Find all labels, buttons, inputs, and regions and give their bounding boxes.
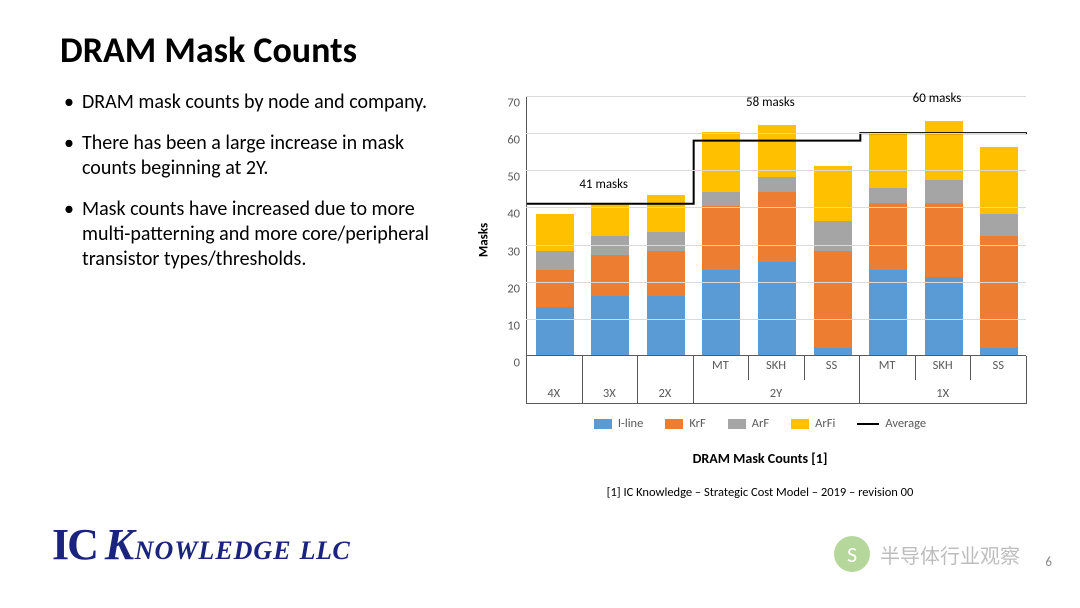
slide-number: 6 — [1045, 555, 1052, 570]
y-tick-label: 70 — [480, 96, 526, 111]
legend: I-line KrF ArF ArFi Average — [480, 416, 1040, 431]
slide-title: DRAM Mask Counts — [60, 28, 1040, 72]
category-separator — [915, 356, 916, 380]
category-axis: MT SKH SS MT SKH SS — [526, 358, 1026, 382]
chart-citation: [1] IC Knowledge – Strategic Cost Model … — [480, 485, 1040, 500]
annotation-label: 60 masks — [913, 91, 962, 106]
bullet-item: DRAM mask counts by node and company. — [60, 90, 430, 115]
category-label: SS — [992, 358, 1004, 373]
group-separator — [582, 356, 583, 404]
slide: DRAM Mask Counts DRAM mask counts by nod… — [0, 0, 1080, 608]
group-label: 4X — [547, 386, 560, 401]
legend-swatch — [594, 419, 612, 429]
gridline — [526, 282, 1026, 283]
category-label: MT — [879, 358, 896, 373]
category-label: SKH — [933, 358, 953, 373]
group-separator — [637, 356, 638, 404]
annotation-label: 41 masks — [579, 177, 628, 192]
y-tick-label: 10 — [480, 318, 526, 333]
chart-zone: Masks MTSKHSSMTSKHSS 4X3X2X2Y1X I-lineKr… — [440, 90, 1040, 390]
logo-rest: NOWLEDGE — [135, 536, 292, 565]
category-separator — [748, 356, 749, 380]
category-separator — [970, 356, 971, 380]
watermark-text: 半导体行业观察 — [880, 540, 1020, 569]
logo-k: K — [105, 520, 135, 569]
y-tick-label: 50 — [480, 170, 526, 185]
bullet-item: There has been a large increase in mask … — [60, 131, 430, 181]
legend-swatch — [665, 419, 683, 429]
chart-title: DRAM Mask Counts [1] — [480, 450, 1040, 467]
group-separator — [1026, 356, 1027, 404]
plot-area — [526, 96, 1026, 356]
group-label: 2X — [658, 386, 671, 401]
average-line — [527, 96, 1027, 356]
legend-label: ArFi — [815, 416, 835, 431]
group-label: 1X — [936, 386, 949, 401]
category-separator — [804, 356, 805, 380]
legend-label: Average — [885, 416, 926, 431]
group-separator — [859, 356, 860, 404]
gridline — [526, 245, 1026, 246]
group-label: 2Y — [770, 386, 782, 401]
logo-llc: LLC — [300, 536, 351, 565]
average-path — [527, 133, 1027, 204]
y-tick-label: 40 — [480, 207, 526, 222]
ic-knowledge-logo: IC KNOWLEDGE LLC — [52, 519, 350, 570]
y-tick-label: 0 — [480, 356, 526, 371]
legend-item: I-line — [594, 416, 644, 431]
gridline — [526, 319, 1026, 320]
legend-item: ArF — [728, 416, 769, 431]
logo-ic: IC — [52, 520, 97, 569]
gridline — [526, 207, 1026, 208]
category-label: SS — [826, 358, 838, 373]
legend-item: KrF — [665, 416, 705, 431]
legend-label: KrF — [689, 416, 705, 431]
annotation-label: 58 masks — [746, 95, 795, 110]
group-label: 3X — [603, 386, 616, 401]
legend-item: ArFi — [791, 416, 835, 431]
y-tick-label: 20 — [480, 281, 526, 296]
gridline — [526, 170, 1026, 171]
y-tick-label: 60 — [480, 133, 526, 148]
y-tick-label: 30 — [480, 244, 526, 259]
watermark: S 半导体行业观察 — [834, 536, 1020, 572]
bullet-item: Mask counts have increased due to more m… — [60, 197, 430, 272]
category-label: MT — [712, 358, 729, 373]
legend-swatch — [728, 419, 746, 429]
wechat-icon: S — [834, 536, 870, 572]
legend-label: ArF — [752, 416, 769, 431]
legend-label: I-line — [618, 416, 644, 431]
group-separator — [693, 356, 694, 404]
legend-item: Average — [857, 416, 926, 431]
mask-count-chart: Masks MTSKHSSMTSKHSS 4X3X2X2Y1X I-lineKr… — [480, 90, 1040, 390]
content-row: DRAM mask counts by node and company. The… — [60, 90, 1040, 390]
legend-swatch — [791, 419, 809, 429]
gridline — [526, 133, 1026, 134]
bullet-list: DRAM mask counts by node and company. The… — [60, 90, 440, 390]
category-label: SKH — [766, 358, 786, 373]
legend-line — [857, 423, 879, 425]
group-separator — [526, 356, 527, 404]
group-axis: 4X 3X 2X 2Y 1X — [526, 380, 1026, 404]
